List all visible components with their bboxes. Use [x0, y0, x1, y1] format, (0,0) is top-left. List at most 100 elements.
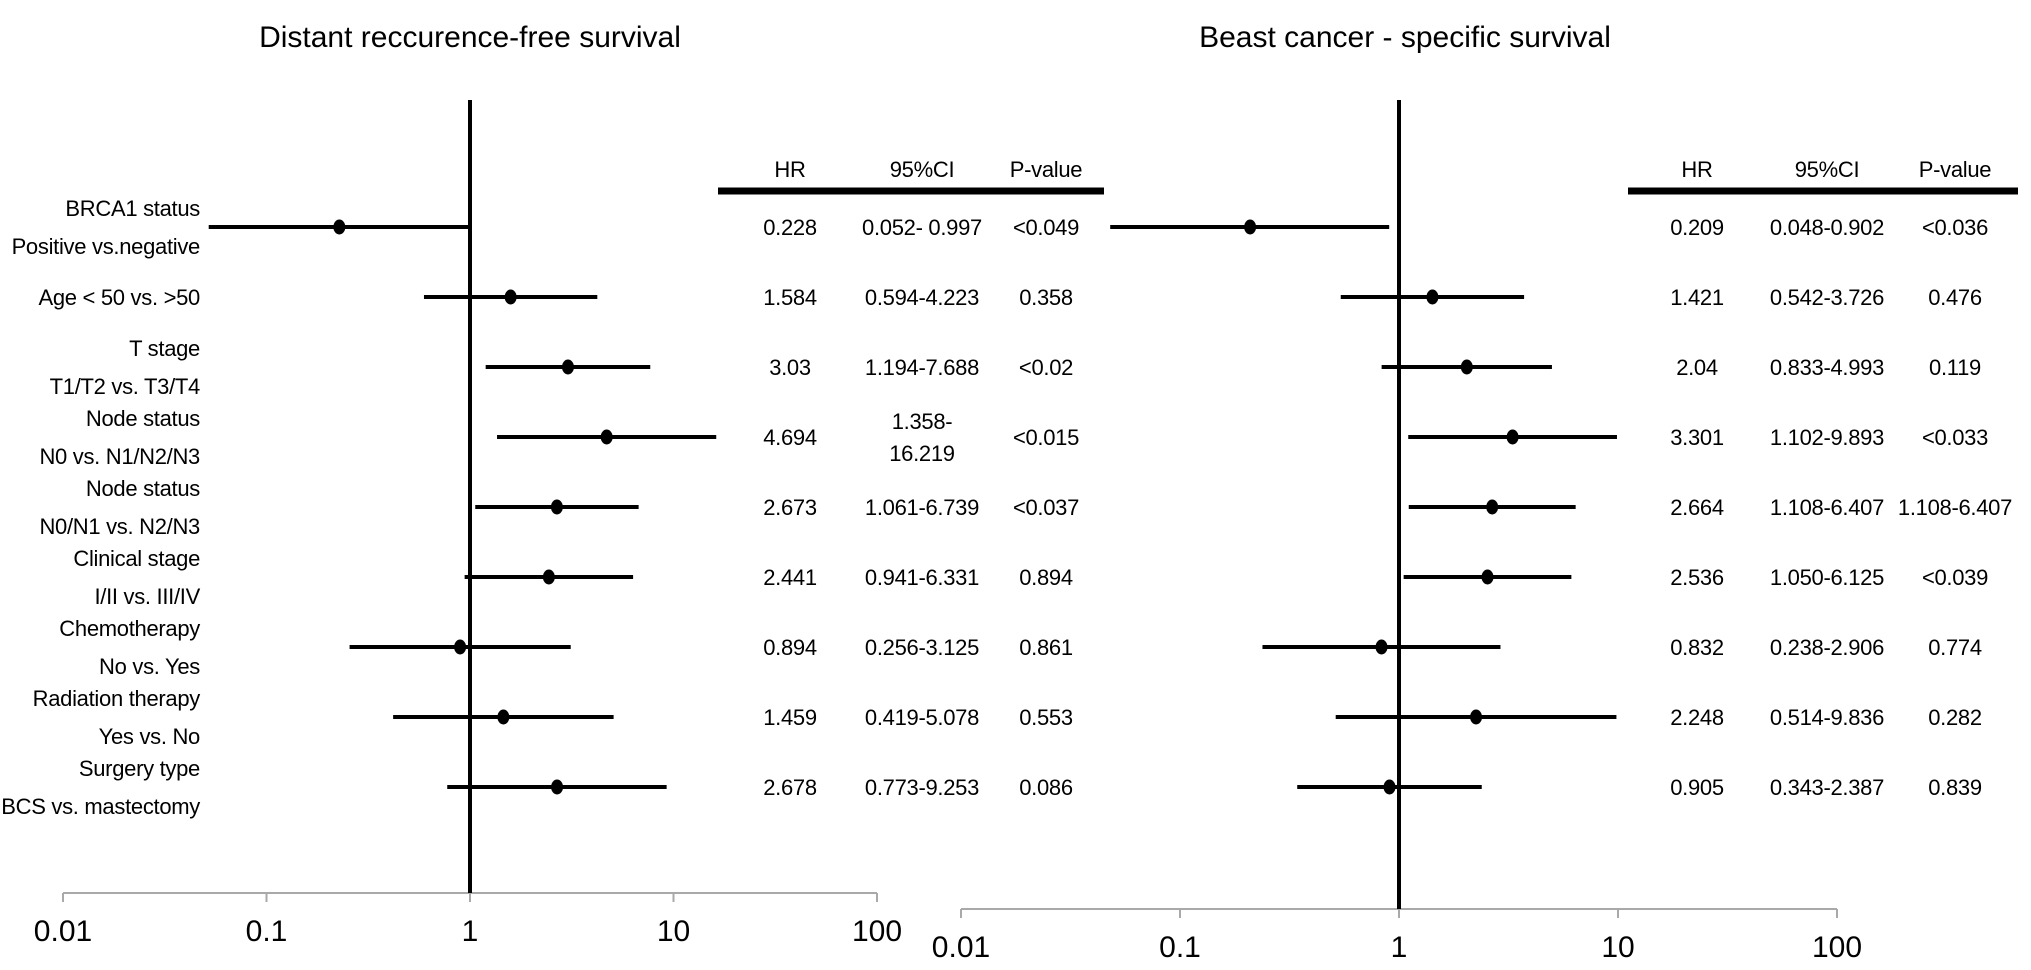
left-forest-panel: 0.01 0.1 1 10 100 BRCA1 status Positive vs.neg… [1, 100, 1104, 948]
hr-marker [1470, 709, 1483, 725]
forest-row: Surgery type BCS vs. mastectomy 2.678 0.773… [1, 756, 1073, 819]
row-label-line2: Yes vs. No [99, 724, 200, 749]
row-label-line2: T1/T2 vs. T3/T4 [50, 374, 200, 399]
row-label-line1: T stage [129, 336, 200, 361]
forest-row: 2.248 0.514-9.836 0.282 [1335, 705, 1982, 730]
row-label-line1: Node status [86, 476, 200, 501]
hr-marker [497, 709, 510, 725]
hr-value-cell: 2.536 [1670, 565, 1724, 590]
ci-value-cell: 1.358-16.219 [889, 409, 955, 466]
forest-row: Age < 50 vs. >50 1.584 0.594-4.223 0.358 [38, 285, 1073, 310]
hr-marker [1481, 569, 1494, 585]
p-value-cell: <0.02 [1019, 355, 1073, 380]
forest-row: 1.421 0.542-3.726 0.476 [1340, 285, 1982, 310]
hr-value-cell: 4.694 [763, 425, 817, 450]
hr-value-cell: 0.894 [763, 635, 817, 660]
hr-value-cell: 2.04 [1676, 355, 1718, 380]
forest-row: 2.04 0.833-4.993 0.119 [1381, 355, 1981, 380]
p-value-cell: 0.476 [1928, 285, 1982, 310]
ci-value-cell: 0.052- 0.997 [862, 215, 982, 240]
hr-value-cell: 1.584 [763, 285, 817, 310]
row-label-line1: Chemotherapy [59, 616, 200, 641]
left-plot-title: Distant reccurence-free survival [259, 21, 681, 54]
p-value-cell: 0.086 [1019, 775, 1073, 800]
left-table-header-ci: 95%CI [890, 157, 955, 182]
row-label-line2: BCS vs. mastectomy [1, 794, 200, 819]
row-label-line2: N0/N1 vs. N2/N3 [39, 514, 200, 539]
hr-value-cell: 2.664 [1670, 495, 1724, 520]
right-table-header-pvalue: P-value [1919, 157, 1992, 182]
forest-row: 0.905 0.343-2.387 0.839 [1297, 775, 1982, 800]
hr-value-cell: 2.441 [763, 565, 817, 590]
hr-marker [550, 499, 563, 515]
ci-value-cell: 0.594-4.223 [865, 285, 979, 310]
forest-row: 2.664 1.108-6.407 1.108-6.407 [1408, 495, 2012, 520]
hr-marker [1244, 219, 1257, 235]
forest-row: BRCA1 status Positive vs.negative 0.228 0.0… [12, 196, 1080, 259]
hr-value-cell: 2.678 [763, 775, 817, 800]
forest-row: Clinical stage I/II vs. III/IV 2.441 0.941-… [73, 546, 1073, 609]
forest-row: 0.832 0.238-2.906 0.774 [1262, 635, 1982, 660]
axis-tick-label: 100 [1812, 931, 1862, 964]
hr-value-cell: 1.421 [1670, 285, 1724, 310]
ci-value-cell: 0.048-0.902 [1770, 215, 1884, 240]
hr-marker [1486, 499, 1499, 515]
row-label-line1: Surgery type [79, 756, 200, 781]
right-plot-title: Beast cancer - specific survival [1199, 21, 1611, 54]
hr-value-cell: 2.673 [763, 495, 817, 520]
row-label-line2: Positive vs.negative [12, 234, 200, 259]
hr-value-cell: 2.248 [1670, 705, 1724, 730]
p-value-cell: 0.119 [1929, 355, 1981, 380]
ci-value-cell: 0.256-3.125 [865, 635, 979, 660]
p-value-cell: 0.282 [1928, 705, 1982, 730]
p-value-cell: <0.039 [1922, 565, 1988, 590]
forest-row: Node status N0/N1 vs. N2/N3 2.673 1.061-6.7… [39, 476, 1079, 539]
hr-marker [1375, 639, 1388, 655]
row-label-line2: No vs. Yes [99, 654, 200, 679]
ci-value-cell: 1.194-7.688 [865, 355, 979, 380]
hr-marker [454, 639, 467, 655]
ci-value-cell: 0.514-9.836 [1770, 705, 1884, 730]
axis-tick-label: 1 [462, 915, 479, 948]
row-label-line1: Node status [86, 406, 200, 431]
axis-tick-label: 10 [1601, 931, 1634, 964]
forest-row: 0.209 0.048-0.902 <0.036 [1110, 215, 1988, 240]
hr-value-cell: 0.832 [1670, 635, 1724, 660]
ci-value-cell: 0.419-5.078 [865, 705, 979, 730]
left-table-header-pvalue: P-value [1010, 157, 1083, 182]
row-label-line2: N0 vs. N1/N2/N3 [39, 444, 200, 469]
hr-marker [333, 219, 346, 235]
hr-value-cell: 0.228 [763, 215, 817, 240]
hr-marker [1426, 289, 1439, 305]
forest-row: T stage T1/T2 vs. T3/T4 3.03 1.194-7.688 <0.… [50, 336, 1074, 399]
hr-value-cell: 3.03 [769, 355, 811, 380]
axis-tick-label: 0.01 [932, 931, 990, 964]
ci-value-cell: 0.941-6.331 [865, 565, 979, 590]
hr-marker [542, 569, 555, 585]
p-value-cell: <0.036 [1922, 215, 1988, 240]
p-value-cell: 0.861 [1019, 635, 1073, 660]
left-table-header-hr: HR [774, 157, 805, 182]
axis-tick-label: 1 [1391, 931, 1408, 964]
p-value-cell: 1.108-6.407 [1898, 495, 2012, 520]
axis-tick-label: 0.1 [246, 915, 288, 948]
row-label-line1: Clinical stage [73, 546, 200, 571]
forest-row: Chemotherapy No vs. Yes 0.894 0.256-3.125 0.… [59, 616, 1073, 679]
row-label: Age < 50 vs. >50 [38, 285, 200, 310]
hr-marker [1383, 779, 1396, 795]
p-value-cell: 0.894 [1019, 565, 1073, 590]
ci-value-cell: 1.102-9.893 [1770, 425, 1884, 450]
hr-marker [1506, 429, 1519, 445]
ci-value-cell: 1.061-6.739 [865, 495, 979, 520]
hr-marker [600, 429, 613, 445]
hr-value-cell: 3.301 [1670, 425, 1724, 450]
ci-value-cell: 1.050-6.125 [1770, 565, 1884, 590]
hr-marker [1460, 359, 1473, 375]
ci-value-cell: 0.833-4.993 [1770, 355, 1884, 380]
right-forest-panel: 0.01 0.1 1 10 100 0.209 0.048-0.902 <0.036 1.421… [932, 100, 2018, 964]
right-table-header-hr: HR [1681, 157, 1712, 182]
hr-marker [504, 289, 517, 305]
forest-row: Node status N0 vs. N1/N2/N3 4.694 1.358-16.… [39, 406, 1079, 469]
axis-tick-label: 100 [852, 915, 902, 948]
hr-marker [551, 779, 564, 795]
